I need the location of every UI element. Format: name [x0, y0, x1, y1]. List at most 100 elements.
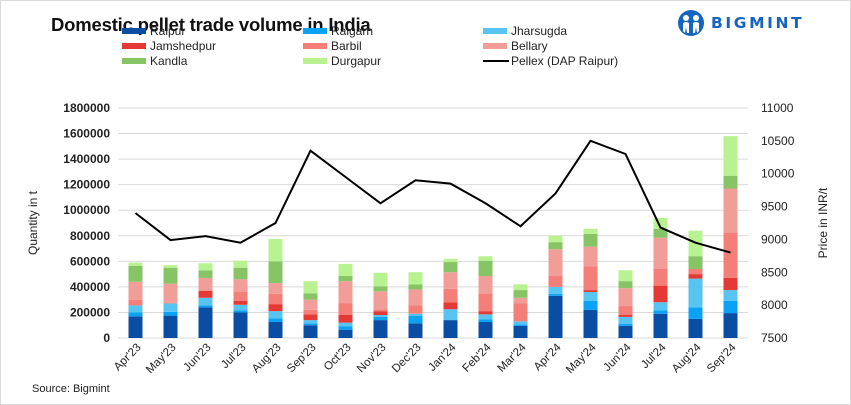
bar-segment-kandla [513, 290, 528, 298]
bigmint-logo-icon [678, 10, 704, 36]
x-tick-label: Jul'24 [639, 341, 669, 371]
y2-axis-label: Price in INR/t [816, 187, 830, 258]
x-tick-label: Aug'23 [250, 342, 284, 376]
bar-segment-durgapur [653, 217, 668, 229]
bigmint-logo: BIGMINT [677, 9, 804, 37]
bar-segment-bellary [128, 281, 143, 300]
bar-segment-raipur [478, 322, 493, 338]
bar-segment-barbil [653, 269, 668, 286]
bar-segment-bellary [198, 277, 213, 291]
bar-segment-jharsugda [303, 320, 318, 324]
bar-segment-durgapur [373, 272, 388, 287]
bar-segment-barbil [128, 299, 143, 306]
bar-segment-raigarh [618, 323, 633, 326]
bar-segment-jamshedpur [233, 300, 248, 305]
bar-segment-durgapur [443, 258, 458, 262]
bar-segment-raigarh [548, 293, 563, 296]
bar-segment-bellary [408, 289, 423, 306]
y-axis-right: 7500 8000 8500 9000 9500 10000 10500 11000 [761, 101, 795, 345]
bar-segment-jharsugda [268, 311, 283, 319]
bar-segment-raipur [198, 307, 213, 338]
bar-segment-barbil [303, 309, 318, 315]
bar-segment-bellary [338, 281, 353, 304]
bar-segment-jamshedpur [723, 277, 738, 291]
bar-segment-durgapur [128, 262, 143, 266]
bar-segment-jharsugda [723, 290, 738, 301]
bar-segment-jharsugda [338, 322, 353, 327]
bar-segment-bellary [618, 288, 633, 307]
bar-segment-jharsugda [128, 305, 143, 313]
bar-segment-durgapur [233, 260, 248, 268]
pellex-line-group [134, 139, 731, 254]
bar-segment-jamshedpur [373, 311, 388, 315]
x-tick-label: Feb'24 [461, 341, 495, 375]
y-tick-label: 1600000 [63, 127, 110, 141]
y2-tick-label: 8500 [761, 265, 788, 279]
legend-item-barbil: Barbil [303, 39, 362, 53]
y2-tick-label: 8000 [761, 298, 788, 312]
bar-segment-kandla [303, 293, 318, 300]
bar-segment-bellary [548, 249, 563, 277]
bar-segment-durgapur [408, 272, 423, 285]
bar-segment-barbil [548, 276, 563, 287]
bar-segment-durgapur [268, 238, 283, 262]
bar-segment-raipur [548, 295, 563, 338]
bar-segment-jharsugda [373, 315, 388, 317]
bar-segment-raigarh [303, 323, 318, 326]
bar-segment-durgapur [548, 235, 563, 243]
bar-segment-jamshedpur [443, 302, 458, 310]
bar-segment-kandla [723, 175, 738, 189]
bar-segment-jamshedpur [688, 274, 703, 279]
x-tick-label: Sep'24 [705, 341, 739, 375]
source-note: Source: Bigmint [32, 383, 110, 395]
x-tick-label: May'24 [564, 341, 599, 376]
y-tick-label: 0 [103, 331, 110, 345]
x-tick-label: Nov'23 [355, 342, 389, 376]
x-axis: Apr'23 May'23 Jun'23 Jul'23 Aug'23 Sep'23 Oct'… [112, 341, 739, 376]
bar-segment-kandla [268, 261, 283, 284]
bar-segment-kandla [618, 281, 633, 289]
bar-segment-raipur [373, 320, 388, 338]
bar-segment-bellary [163, 283, 178, 304]
bar-segment-kandla [548, 242, 563, 250]
legend-swatch [122, 43, 146, 49]
bar-segment-kandla [163, 267, 178, 284]
legend-swatch [303, 43, 327, 49]
y-tick-label: 1800000 [63, 101, 110, 115]
legend-label: Jamshedpur [150, 39, 217, 53]
bar-segment-barbil [513, 303, 528, 322]
bar-segment-durgapur [583, 228, 598, 234]
bar-segment-raigarh [233, 310, 248, 313]
x-tick-label: Oct'23 [322, 342, 354, 374]
legend-label: Durgapur [331, 54, 382, 68]
y-axis-left: 0 200000 400000 600000 800000 1000000 1200000 1… [63, 101, 110, 345]
bar-segment-barbil [688, 269, 703, 275]
bar-segment-jharsugda [163, 303, 178, 312]
bar-segment-bellary [373, 291, 388, 310]
legend-swatch [122, 58, 146, 64]
y2-tick-label: 9500 [761, 200, 788, 214]
bar-segment-jharsugda [583, 292, 598, 301]
bar-segment-kandla [198, 270, 213, 278]
y2-tick-label: 11000 [761, 101, 794, 115]
y2-tick-label: 9000 [761, 232, 788, 246]
bar-segment-bellary [653, 237, 668, 269]
bar-segment-raipur [443, 320, 458, 338]
bar-segment-raigarh [373, 316, 388, 321]
bar-segment-barbil [268, 293, 283, 305]
bar-segment-bellary [303, 299, 318, 310]
legend-label: Jharsugda [511, 24, 568, 38]
bar-segment-raipur [338, 329, 353, 338]
bar-segment-raigarh [723, 300, 738, 314]
bar-segment-bellary [723, 188, 738, 233]
bar-segment-durgapur [513, 284, 528, 291]
bar-segment-jharsugda [478, 314, 493, 320]
legend-swatch [303, 28, 327, 34]
legend-item-durgapur: Durgapur [303, 54, 381, 68]
bar-segment-jharsugda [618, 316, 633, 324]
bar-segment-durgapur [478, 256, 493, 261]
legend-item-bellary: Bellary [483, 39, 548, 53]
bar-segment-jharsugda [688, 278, 703, 308]
bar-segment-kandla [233, 267, 248, 280]
bar-segment-kandla [583, 233, 598, 247]
